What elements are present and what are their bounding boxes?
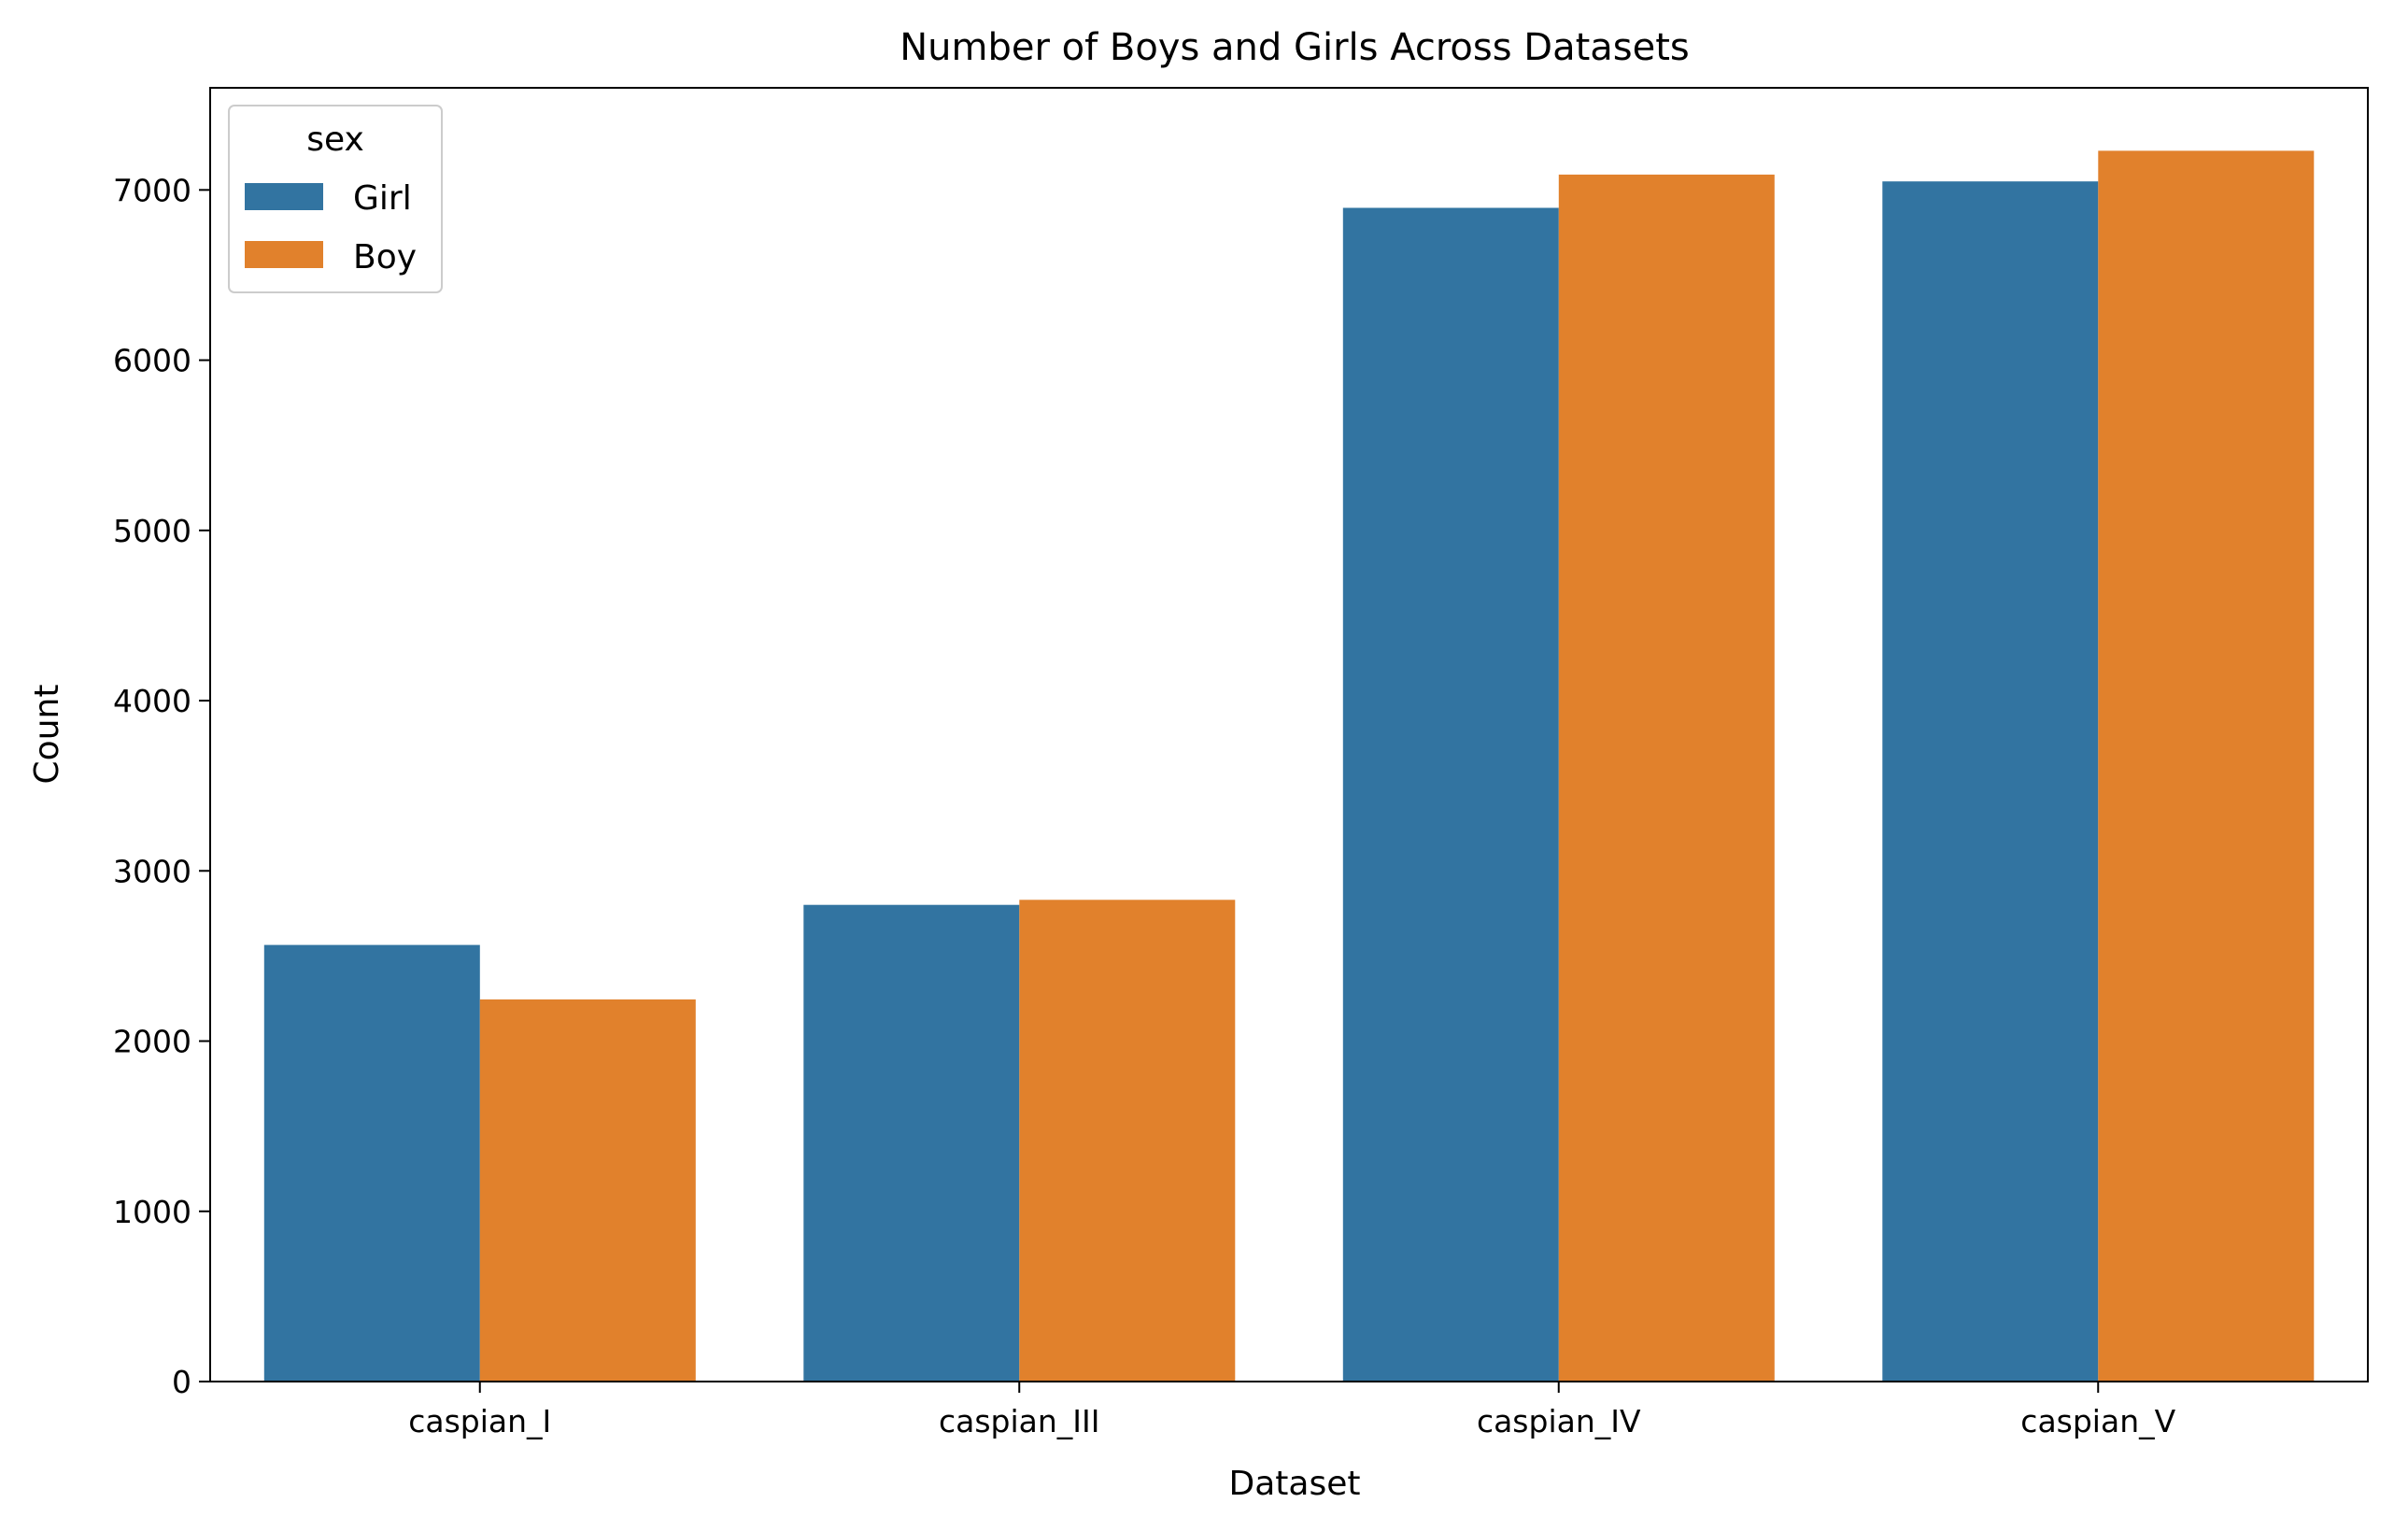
bar-boy-caspian_i (479, 999, 696, 1382)
y-tick-label: 7000 (113, 172, 191, 208)
legend-label-girl: Girl (353, 179, 412, 218)
y-tick-label: 1000 (113, 1194, 191, 1230)
x-axis-ticks: caspian_I caspian_III caspian_IV caspian_V (408, 1382, 2176, 1439)
legend-swatch-boy (245, 241, 323, 268)
x-tick-label: caspian_I (408, 1403, 551, 1439)
y-tick-label: 5000 (113, 513, 191, 549)
y-tick-label: 2000 (113, 1024, 191, 1060)
bar-boy-caspian_v (2098, 150, 2315, 1382)
x-tick-label: caspian_III (939, 1403, 1100, 1439)
bar-girl-caspian_iii (803, 904, 1020, 1382)
y-tick-label: 4000 (113, 683, 191, 719)
bars-group (263, 150, 2315, 1382)
y-tick-label: 3000 (113, 853, 191, 889)
legend: sex Girl Boy (228, 105, 443, 293)
x-tick-label: caspian_IV (1477, 1403, 1641, 1439)
bar-girl-caspian_v (1882, 181, 2099, 1382)
bar-boy-caspian_iii (1019, 900, 1236, 1382)
y-tick-label: 6000 (113, 343, 191, 379)
bar-girl-caspian_i (263, 944, 480, 1382)
plot-area (209, 87, 2369, 1382)
y-axis-ticks: 0 1000 2000 3000 4000 5000 6000 7000 (113, 172, 210, 1400)
x-tick-label: caspian_V (2020, 1403, 2175, 1439)
y-axis-label: Count (28, 685, 66, 785)
legend-title: sex (306, 120, 364, 159)
legend-label-boy: Boy (353, 238, 417, 276)
legend-swatch-girl (245, 183, 323, 210)
chart-title: Number of Boys and Girls Across Datasets (899, 26, 1690, 69)
x-axis-label: Dataset (1229, 1465, 1361, 1503)
y-tick-label: 0 (172, 1364, 191, 1400)
bar-girl-caspian_iv (1342, 207, 1559, 1382)
plot-frame (209, 87, 2369, 1382)
bar-boy-caspian_iv (1558, 174, 1775, 1382)
